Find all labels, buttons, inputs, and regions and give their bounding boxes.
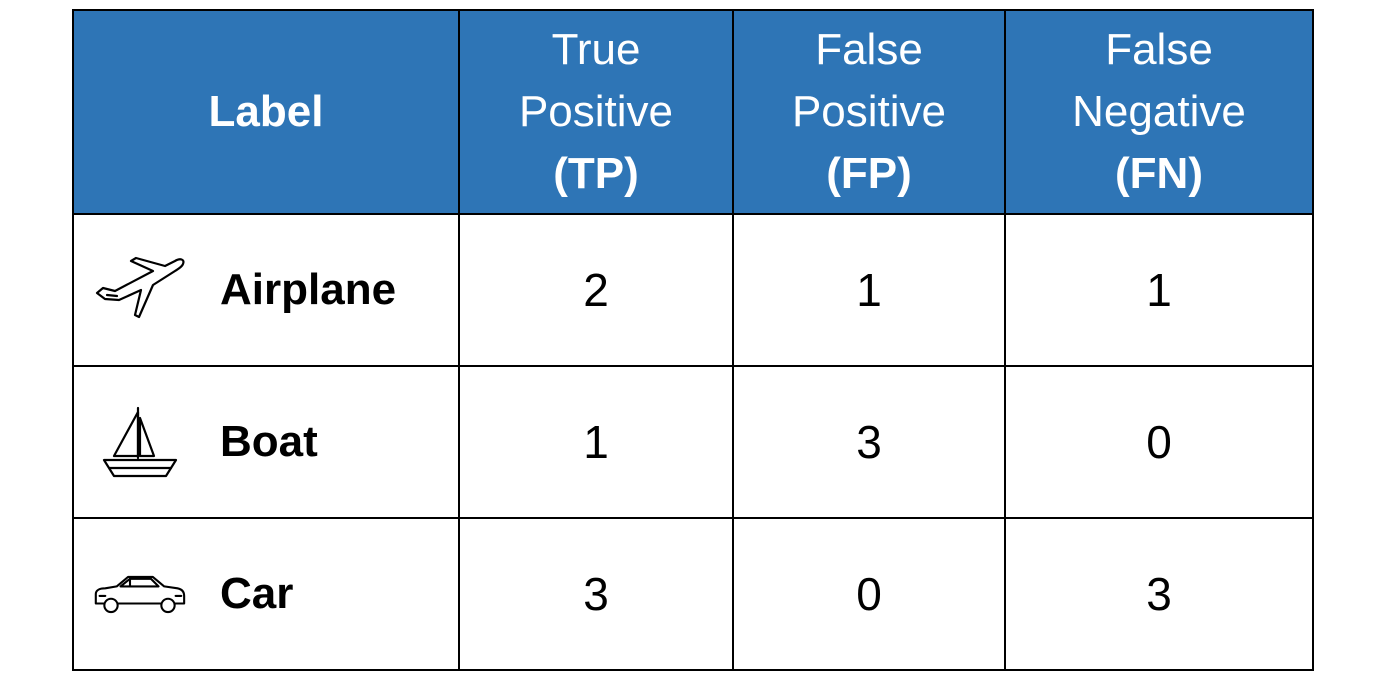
table-body: Airplane 2 1 1 [72,213,1314,671]
airplane-icon [92,250,187,330]
sailboat-icon [92,402,187,482]
metrics-table: Label True Positive (TP) False Positive … [72,9,1314,671]
header-tp-abbr: (TP) [553,149,639,198]
cell-fp: 3 [732,365,1006,519]
row-label-text: Airplane [220,265,397,314]
header-tp-line-2: Positive [518,87,674,136]
cell-tp: 3 [458,517,734,671]
header-row: Label True Positive (TP) False Positive … [72,9,1314,215]
row-label-text: Car [220,569,294,618]
cell-fn: 0 [1004,365,1314,519]
cell-fn: 1 [1004,213,1314,367]
header-fn-line-2: Negative [1072,87,1246,136]
car-icon [92,554,187,634]
header-fp-abbr: (FP) [826,149,912,198]
table-row-airplane: Airplane 2 1 1 [72,213,1314,367]
header-label-text: Label [208,87,324,136]
cell-label-boat: Boat [72,365,460,519]
header-fn-abbr: (FN) [1115,149,1203,198]
table-row-car: Car 3 0 3 [72,517,1314,671]
cell-fp: 0 [732,517,1006,671]
table-header: Label True Positive (TP) False Positive … [72,9,1314,215]
header-fp-line-2: Positive [791,87,947,136]
row-label-text: Boat [220,417,318,466]
cell-fn: 3 [1004,517,1314,671]
header-false-positive: False Positive (FP) [732,9,1006,215]
header-false-negative: False Negative (FN) [1004,9,1314,215]
cell-tp: 2 [458,213,734,367]
header-fn-line-1: False [1105,25,1213,74]
header-fp-line-1: False [815,25,923,74]
cell-fp: 1 [732,213,1006,367]
cell-tp: 1 [458,365,734,519]
header-true-positive: True Positive (TP) [458,9,734,215]
header-label: Label [72,9,460,215]
cell-label-airplane: Airplane [72,213,460,367]
table-row-boat: Boat 1 3 0 [72,365,1314,519]
header-tp-line-1: True [551,25,641,74]
cell-label-car: Car [72,517,460,671]
